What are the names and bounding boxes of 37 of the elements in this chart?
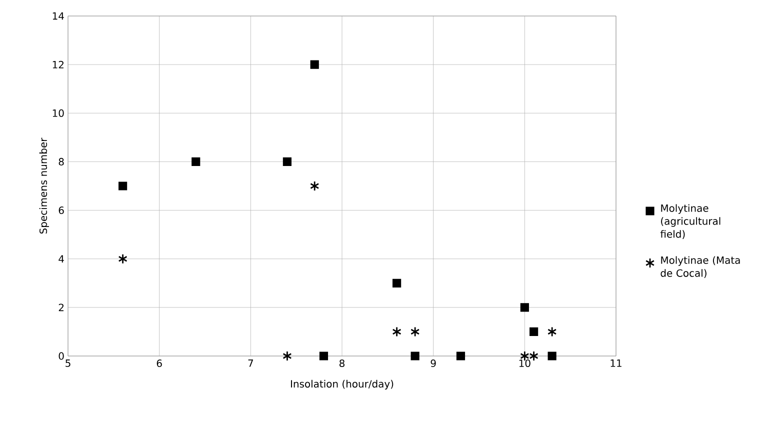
- point: [410, 326, 420, 337]
- y-tick-label: 6: [58, 206, 64, 214]
- point: [118, 254, 128, 264]
- point: [282, 157, 292, 166]
- legend-label: Molytinae (agricultural field): [660, 204, 720, 239]
- y-axis-title: Specimens number: [39, 138, 49, 234]
- y-tick-label: 12: [52, 60, 64, 68]
- point: [392, 326, 402, 337]
- point: [282, 350, 292, 362]
- y-tick-label: 4: [58, 255, 64, 262]
- point: [310, 180, 320, 192]
- x-tick-label: 7: [248, 360, 253, 367]
- x-tick-label: 11: [610, 360, 622, 367]
- y-tick-label: 2: [58, 304, 64, 312]
- point: [529, 350, 538, 362]
- x-tick-label: 6: [156, 360, 162, 368]
- x-tick-label: 10: [519, 360, 530, 368]
- point: [547, 326, 557, 337]
- x-axis-title: Insolation (hour/day): [291, 380, 394, 390]
- y-tick-label: 10: [52, 109, 64, 117]
- y-tick-label: 14: [52, 12, 64, 20]
- point: [410, 352, 420, 360]
- x-tick-label: 8: [340, 360, 344, 368]
- point: [319, 352, 328, 360]
- point: [548, 352, 556, 360]
- legend-label: Molytinae (Mata de Cocal): [660, 256, 740, 278]
- point: [310, 60, 319, 69]
- x-tick-label: 9: [430, 360, 436, 368]
- point: [520, 303, 529, 312]
- y-tick-label: 8: [58, 158, 64, 166]
- y-tick-label: 0: [58, 352, 64, 360]
- point: [192, 157, 200, 166]
- x-tick-label: 5: [66, 360, 70, 367]
- point: [392, 278, 402, 288]
- point: [456, 352, 466, 360]
- point: [530, 327, 538, 336]
- point: [118, 182, 128, 190]
